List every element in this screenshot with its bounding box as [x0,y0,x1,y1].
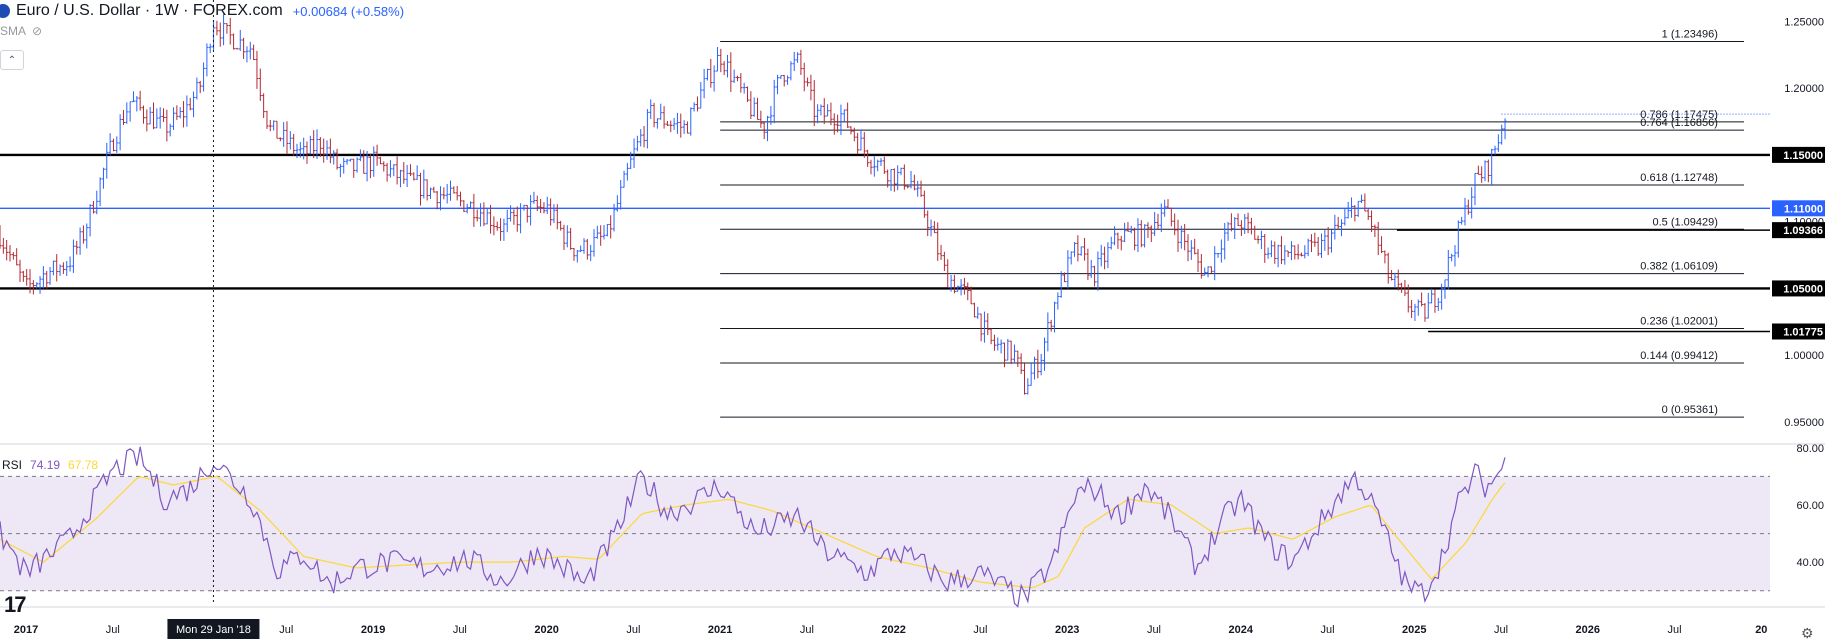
tradingview-logo[interactable]: 17 [4,592,27,617]
price-level-badge [1772,323,1825,340]
fib-level-label: 0.786 (1.17475) [1640,109,1718,121]
symbol-title[interactable]: Euro / U.S. Dollar · 1W · FOREX.com [16,2,283,19]
x-tick-label: Jul [800,624,814,636]
x-tick-label: 2024 [1228,624,1253,636]
price-level-badge [1772,222,1825,239]
x-tick-label: Jul [1494,624,1508,636]
y-tick-label: 1.00000 [1784,350,1824,362]
rsi-legend[interactable]: RSI 74.19 67.78 [2,458,98,472]
fib-level-label: 0.144 (0.99412) [1640,350,1718,362]
rsi-label: RSI [2,458,23,472]
sma-label: SMA [0,24,27,38]
x-tick-label: Jul [626,624,640,636]
x-tick-label: 2026 [1576,624,1600,636]
x-tick-label: 2021 [708,624,732,636]
y-tick-label: 0.95000 [1784,417,1824,429]
price-level-badge-label: 1.05000 [1783,283,1823,295]
price-change: +0.00684 (+0.58%) [292,3,405,19]
rsi-ma-value: 67.78 [68,458,99,472]
eye-off-icon[interactable]: ⊘ [32,24,43,38]
price-level-badge-label: 1.15000 [1783,150,1823,162]
price-level-badge-label: 1.01775 [1783,326,1823,338]
x-tick-label: Jul [1147,624,1161,636]
price-level-badge [1772,146,1825,163]
x-tick-label: Jul [453,624,467,636]
price-level-badge-label: 1.11000 [1784,203,1823,215]
y-tick-label: 1.25000 [1784,16,1824,28]
fib-level-label: 0.382 (1.06109) [1640,261,1718,273]
x-tick-label: 2019 [361,624,385,636]
fib-level-label: 1 (1.23496) [1662,28,1718,40]
x-tick-label: 2017 [14,624,38,636]
fib-level-label: 0.236 (1.02001) [1640,315,1718,327]
crosshair-date-badge [167,619,260,639]
x-tick-label: Jul [106,624,120,636]
fib-level-label: 0.764 (1.16856) [1640,117,1718,129]
fib-level-label: 0.5 (1.09429) [1653,216,1718,228]
price-level-badge [1772,280,1825,297]
x-tick-label: Jul [1668,624,1682,636]
sma-indicator-row[interactable]: SMA ⊘ [0,24,42,38]
rsi-tick-label: 40.00 [1796,557,1824,569]
x-tick-label: Jul [973,624,987,636]
collapse-button[interactable]: ⌃ [0,50,24,70]
rsi-line [0,446,1506,608]
fib-level-label: 0 (0.95361) [1662,404,1718,416]
crosshair-date-label: Mon 29 Jan '18 [176,624,251,636]
chevron-up-icon: ⌃ [7,54,17,66]
x-tick-label: 2022 [881,624,905,636]
x-tick-label: Jul [1320,624,1334,636]
x-tick-label: 2023 [1055,624,1079,636]
y-tick-label: 1.20000 [1784,83,1824,95]
rsi-tick-label: 80.00 [1796,443,1824,455]
price-level-badge-label: 1.09366 [1783,225,1823,237]
fib-level-label: 0.618 (1.12748) [1640,172,1718,184]
rsi-value: 74.19 [30,458,61,472]
x-tick-label: 2025 [1402,624,1426,636]
eu-us-flag-icon [0,4,10,18]
symbol-header: Euro / U.S. Dollar · 1W · FOREX.com +0.0… [0,0,404,22]
price-level-badge [1772,200,1825,217]
gear-icon[interactable]: ⚙ [1801,625,1814,641]
x-tick-label: 20 [1755,624,1767,636]
rsi-tick-label: 60.00 [1796,500,1824,512]
x-tick-label: Jul [279,624,293,636]
x-tick-label: 2020 [534,624,558,636]
